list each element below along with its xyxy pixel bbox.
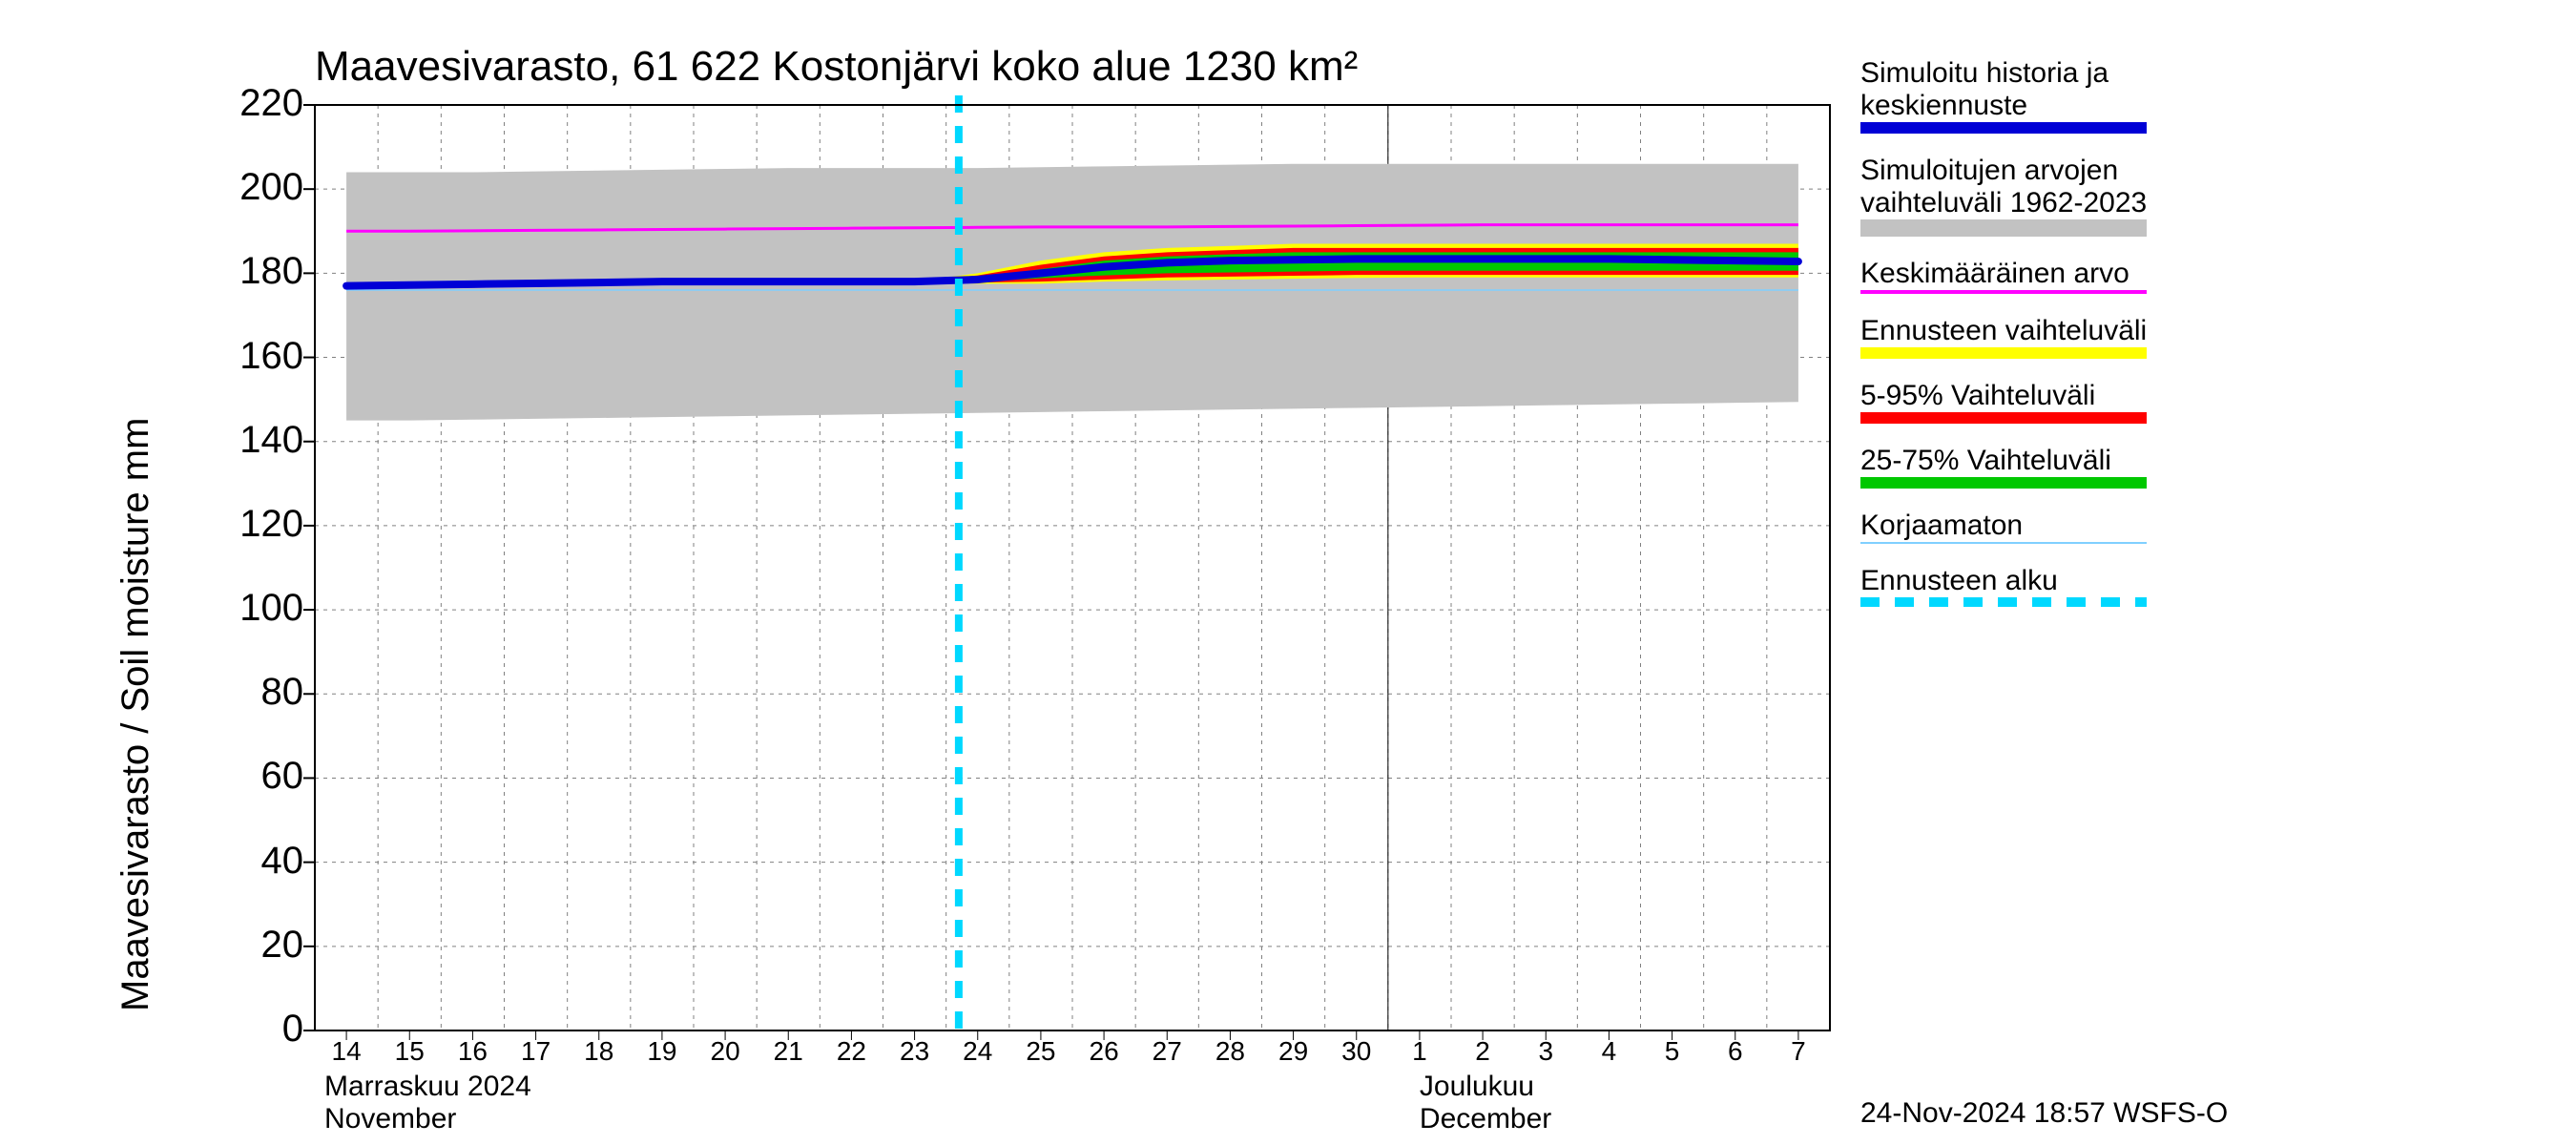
legend-swatch: [2101, 597, 2120, 607]
legend-swatch: [1860, 122, 2147, 134]
legend-label: Simuloitujen arvojen: [1860, 155, 2118, 186]
legend-swatch: [1929, 597, 1948, 607]
legend-label: 5-95% Vaihteluväli: [1860, 380, 2095, 411]
legend-swatch: [1860, 219, 2147, 237]
legend-swatch: [2067, 597, 2086, 607]
legend-label: Simuloitu historia ja: [1860, 57, 2109, 89]
legend-swatch: [1998, 597, 2017, 607]
legend-label: vaihteluväli 1962-2023: [1860, 187, 2147, 219]
legend-label: Keskimääräinen arvo: [1860, 258, 2129, 289]
chart-plot: [0, 0, 2576, 1145]
legend-swatch: [2135, 597, 2147, 607]
legend-label: Ennusteen vaihteluväli: [1860, 315, 2147, 346]
legend-label: 25-75% Vaihteluväli: [1860, 445, 2111, 476]
legend-swatch: [1860, 347, 2147, 359]
legend-swatch: [1963, 597, 1983, 607]
legend-label: keskiennuste: [1860, 90, 2027, 121]
legend-swatch: [2032, 597, 2051, 607]
legend-swatch: [1860, 412, 2147, 424]
legend-label: Korjaamaton: [1860, 510, 2023, 541]
legend-swatch: [1860, 477, 2147, 489]
legend-swatch: [1895, 597, 1914, 607]
legend-swatch: [1860, 597, 1880, 607]
legend-label: Ennusteen alku: [1860, 565, 2058, 596]
legend-swatch: [1860, 542, 2147, 544]
legend-swatch: [1860, 290, 2147, 294]
